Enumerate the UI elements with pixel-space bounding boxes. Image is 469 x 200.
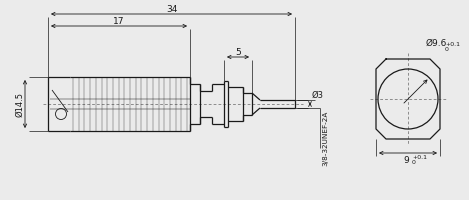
Text: 0: 0: [412, 159, 416, 164]
Text: 5: 5: [235, 48, 241, 57]
Text: +0.1: +0.1: [445, 42, 460, 47]
Text: 3/8-32UNEF-2A: 3/8-32UNEF-2A: [322, 110, 328, 166]
Text: +0.1: +0.1: [412, 154, 427, 159]
Text: Ø3: Ø3: [312, 91, 324, 100]
Text: 17: 17: [113, 17, 125, 26]
Text: 9: 9: [403, 155, 409, 164]
Text: Ø14.5: Ø14.5: [15, 92, 24, 117]
Text: 34: 34: [166, 5, 177, 14]
Text: 0: 0: [445, 47, 449, 52]
Text: Ø9.6: Ø9.6: [426, 39, 447, 48]
